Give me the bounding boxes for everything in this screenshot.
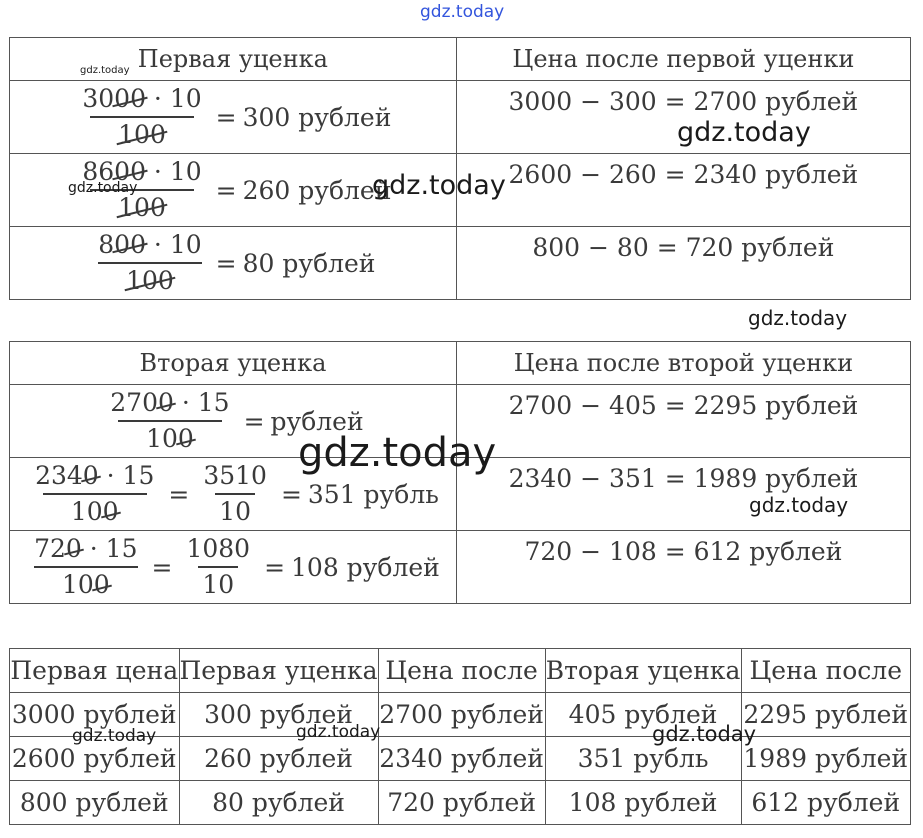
result-value: 108 рублей — [291, 552, 440, 582]
table-cell: 1989 рублей — [740, 736, 911, 781]
header-second-markdown: Вторая уценка — [9, 341, 457, 385]
first-markdown-calc-2: 8600 · 10 100 = 260 рублей — [9, 153, 457, 227]
watermark-big: gdz.today — [298, 430, 497, 476]
watermark-right-1: gdz.today — [748, 306, 848, 330]
table-cell: 351 рубль — [544, 736, 742, 781]
summary-header: Вторая уценка — [544, 648, 742, 693]
fraction: 800 · 10 100 — [98, 230, 202, 295]
watermark-small-4: gdz.today — [296, 722, 381, 742]
table-cell: 80 рублей — [178, 780, 379, 825]
watermark-small-3: gdz.today — [72, 726, 157, 746]
result-value: рублей — [270, 406, 364, 436]
fraction: 720 · 15 100 — [33, 534, 138, 599]
result-value: 260 рублей — [242, 175, 392, 205]
fraction-simplified: 1080 10 — [186, 534, 251, 599]
summary-header-row: Первая цена Первая уценка Цена после Вто… — [9, 648, 911, 693]
result-value: 80 рублей — [242, 248, 376, 278]
summary-header: Цена после — [377, 648, 546, 693]
second-markdown-calc-1: 2700 · 15 100 = рублей — [9, 384, 457, 458]
table-cell: 2295 рублей — [740, 692, 911, 737]
fraction: 2700 · 15 100 — [110, 388, 230, 453]
watermark-mid-2: gdz.today — [372, 170, 506, 201]
table-cell: 108 рублей — [544, 780, 742, 825]
fraction: 2340 · 15 100 — [35, 461, 155, 526]
table-row: 3000 рублей 300 рублей 2700 рублей 405 р… — [9, 692, 911, 737]
header-price-after-first: Цена после первой уценки — [455, 37, 912, 81]
second-markdown-calc-2: 2340 · 15 100 = 3510 10 = 351 рубль — [9, 457, 457, 531]
price-after-first-1: 3000 − 300 = 2700 рублей — [455, 80, 912, 154]
watermark-right-3: gdz.today — [652, 722, 757, 746]
fraction: 3000 · 10 100 — [82, 84, 202, 149]
table-cell: 720 рублей — [377, 780, 546, 825]
result-value: 300 рублей — [242, 102, 392, 132]
summary-header: Первая уценка — [178, 648, 379, 693]
price-after-second-1: 2700 − 405 = 2295 рублей — [455, 384, 912, 458]
second-markdown-calc-3: 720 · 15 100 = 1080 10 = 108 рублей — [9, 530, 457, 604]
first-markdown-table: Первая уценка Цена после первой уценки 3… — [9, 37, 912, 300]
first-markdown-calc-1: 3000 · 10 100 = 300 рублей — [9, 80, 457, 154]
table-cell: 260 рублей — [178, 736, 379, 781]
watermark-mid-1: gdz.today — [677, 117, 811, 148]
table-row: 2600 рублей 260 рублей 2340 рублей 351 р… — [9, 736, 911, 781]
result-value: 351 рубль — [307, 479, 439, 509]
table-cell: 405 рублей — [544, 692, 742, 737]
table-cell: 612 рублей — [740, 780, 911, 825]
table-cell: 3000 рублей — [9, 692, 180, 737]
fraction: 8600 · 10 100 — [82, 157, 202, 222]
summary-header: Первая цена — [9, 648, 180, 693]
table-row: 800 рублей 80 рублей 720 рублей 108 рубл… — [9, 780, 911, 825]
summary-header: Цена после — [740, 648, 911, 693]
watermark-right-2: gdz.today — [749, 493, 849, 517]
first-markdown-calc-3: 800 · 10 100 = 80 рублей — [9, 226, 457, 300]
table-cell: 2340 рублей — [377, 736, 546, 781]
fraction-simplified: 3510 10 — [203, 461, 267, 526]
watermark-small-2: gdz.today — [68, 180, 138, 196]
table-cell: 800 рублей — [9, 780, 180, 825]
price-after-first-2: 2600 − 260 = 2340 рублей — [455, 153, 912, 227]
price-after-second-3: 720 − 108 = 612 рублей — [455, 530, 912, 604]
header-price-after-second: Цена после второй уценки — [455, 341, 912, 385]
second-markdown-table: Вторая уценка Цена после второй уценки 2… — [9, 341, 912, 604]
watermark-top: gdz.today — [420, 2, 505, 22]
header-first-markdown: Первая уценка — [9, 37, 457, 81]
table-cell: 300 рублей — [178, 692, 379, 737]
table-cell: 2700 рублей — [377, 692, 546, 737]
summary-table: Первая цена Первая уценка Цена после Вто… — [9, 648, 911, 825]
price-after-first-3: 800 − 80 = 720 рублей — [455, 226, 912, 300]
